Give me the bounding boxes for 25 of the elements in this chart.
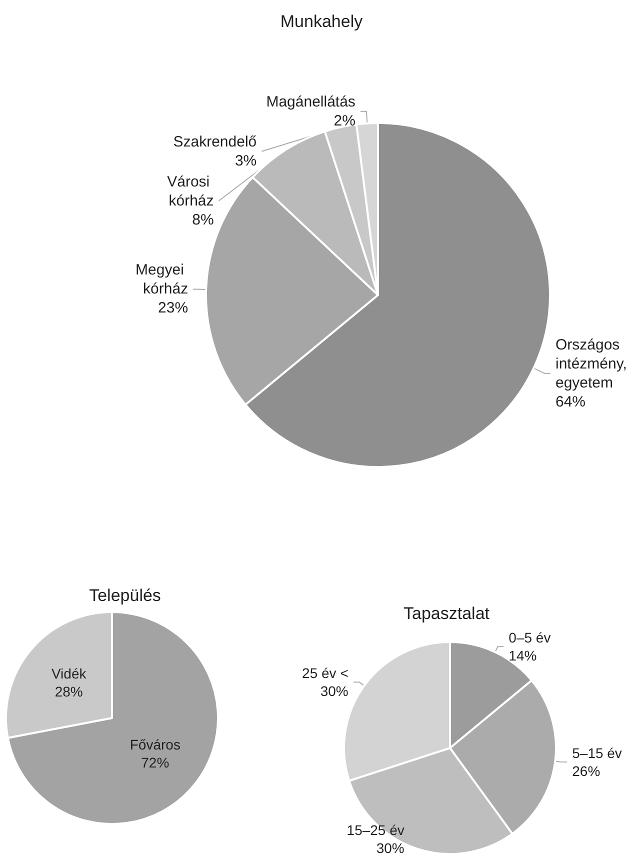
data-label: 28% [54, 683, 83, 700]
slice-label: Vidék [51, 665, 88, 682]
data-label: 30% [376, 840, 404, 856]
slice-label: Országos intézmény, egyetem [555, 336, 632, 392]
data-label: 14% [508, 648, 537, 664]
slice-label: Megyei kórház [136, 262, 188, 298]
data-label: 30% [320, 683, 348, 700]
data-label: 26% [572, 763, 600, 780]
data-label: 23% [158, 300, 188, 317]
slice-label: Városi kórház [167, 173, 214, 210]
data-label: 3% [234, 152, 257, 170]
chart-title: Település [89, 586, 161, 605]
chart-title: Tapasztalat [404, 604, 490, 623]
slice-label: Magánellátás [266, 93, 356, 110]
slice-label: Főváros [130, 736, 180, 753]
data-label: 72% [141, 754, 170, 771]
slice-label: 25 év < [302, 665, 348, 682]
chart-title: Munkahely [280, 12, 364, 31]
slice-label: 15–25 év [346, 822, 404, 838]
data-label: 2% [334, 112, 356, 130]
data-label: 8% [192, 211, 214, 228]
slice-label: Szakrendelő [173, 133, 257, 150]
data-label: 64% [555, 393, 586, 410]
slice-label: 0–5 év [508, 630, 551, 646]
slice-label: 5–15 év [572, 745, 622, 762]
